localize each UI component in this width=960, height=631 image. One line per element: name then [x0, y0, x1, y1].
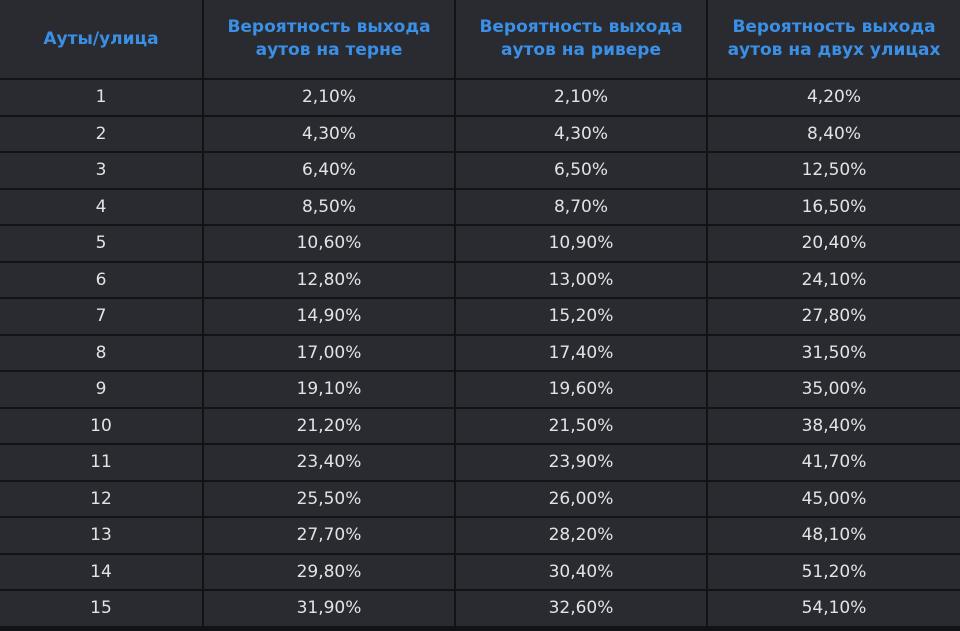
table-row: 12 25,50% 26,00% 45,00% — [0, 481, 960, 518]
two-streets-probability-cell: 27,80% — [708, 299, 960, 336]
header-outs-per-street: Ауты/улица — [0, 0, 204, 80]
two-streets-probability-cell: 35,00% — [708, 372, 960, 409]
table-row: 7 14,90% 15,20% 27,80% — [0, 299, 960, 336]
turn-probability-cell: 14,90% — [204, 299, 456, 336]
turn-probability-cell: 4,30% — [204, 116, 456, 153]
river-probability-cell: 26,00% — [456, 481, 708, 518]
turn-probability-cell: 8,50% — [204, 189, 456, 226]
header-text: аутов на ривере — [501, 40, 661, 60]
turn-probability-cell: 25,50% — [204, 481, 456, 518]
outs-cell: 10 — [0, 408, 204, 445]
river-probability-cell: 21,50% — [456, 408, 708, 445]
two-streets-probability-cell: 20,40% — [708, 226, 960, 263]
header-text: Ауты/улица — [43, 28, 159, 49]
header-text: Вероятность выхода — [227, 17, 431, 37]
header-two-streets-probability: Вероятность выхода аутов на двух улицах — [708, 0, 960, 80]
outs-cell: 5 — [0, 226, 204, 263]
outs-cell: 14 — [0, 554, 204, 591]
river-probability-cell: 32,60% — [456, 591, 708, 626]
turn-probability-cell: 23,40% — [204, 445, 456, 482]
two-streets-probability-cell: 54,10% — [708, 591, 960, 626]
header-text: Вероятность выхода — [732, 17, 936, 37]
header-river-probability: Вероятность выхода аутов на ривере — [456, 0, 708, 80]
two-streets-probability-cell: 8,40% — [708, 116, 960, 153]
turn-probability-cell: 2,10% — [204, 80, 456, 117]
two-streets-probability-cell: 16,50% — [708, 189, 960, 226]
two-streets-probability-cell: 12,50% — [708, 153, 960, 190]
two-streets-probability-cell: 31,50% — [708, 335, 960, 372]
outs-cell: 11 — [0, 445, 204, 482]
outs-cell: 12 — [0, 481, 204, 518]
turn-probability-cell: 10,60% — [204, 226, 456, 263]
turn-probability-cell: 27,70% — [204, 518, 456, 555]
river-probability-cell: 13,00% — [456, 262, 708, 299]
table-row: 2 4,30% 4,30% 8,40% — [0, 116, 960, 153]
outs-cell: 2 — [0, 116, 204, 153]
turn-probability-cell: 12,80% — [204, 262, 456, 299]
outs-cell: 13 — [0, 518, 204, 555]
outs-cell: 1 — [0, 80, 204, 117]
two-streets-probability-cell: 24,10% — [708, 262, 960, 299]
table-row: 6 12,80% 13,00% 24,10% — [0, 262, 960, 299]
table-row: 10 21,20% 21,50% 38,40% — [0, 408, 960, 445]
river-probability-cell: 6,50% — [456, 153, 708, 190]
table-row: 1 2,10% 2,10% 4,20% — [0, 80, 960, 117]
turn-probability-cell: 31,90% — [204, 591, 456, 626]
outs-cell: 9 — [0, 372, 204, 409]
table-row: 8 17,00% 17,40% 31,50% — [0, 335, 960, 372]
header-text: аутов на двух улицах — [727, 40, 941, 60]
header-turn-probability: Вероятность выхода аутов на терне — [204, 0, 456, 80]
two-streets-probability-cell: 38,40% — [708, 408, 960, 445]
turn-probability-cell: 6,40% — [204, 153, 456, 190]
table-row: 5 10,60% 10,90% 20,40% — [0, 226, 960, 263]
two-streets-probability-cell: 41,70% — [708, 445, 960, 482]
table-row: 9 19,10% 19,60% 35,00% — [0, 372, 960, 409]
table-row: 14 29,80% 30,40% 51,20% — [0, 554, 960, 591]
table-row: 15 31,90% 32,60% 54,10% — [0, 591, 960, 626]
river-probability-cell: 28,20% — [456, 518, 708, 555]
header-text: Вероятность выхода — [479, 17, 683, 37]
outs-cell: 7 — [0, 299, 204, 336]
turn-probability-cell: 17,00% — [204, 335, 456, 372]
two-streets-probability-cell: 51,20% — [708, 554, 960, 591]
two-streets-probability-cell: 48,10% — [708, 518, 960, 555]
turn-probability-cell: 19,10% — [204, 372, 456, 409]
table-row: 3 6,40% 6,50% 12,50% — [0, 153, 960, 190]
outs-cell: 4 — [0, 189, 204, 226]
river-probability-cell: 10,90% — [456, 226, 708, 263]
river-probability-cell: 15,20% — [456, 299, 708, 336]
table-row: 4 8,50% 8,70% 16,50% — [0, 189, 960, 226]
table-body: 1 2,10% 2,10% 4,20% 2 4,30% 4,30% 8,40% 3 6,40% 6,… — [0, 80, 960, 626]
outs-cell: 8 — [0, 335, 204, 372]
river-probability-cell: 19,60% — [456, 372, 708, 409]
river-probability-cell: 2,10% — [456, 80, 708, 117]
river-probability-cell: 8,70% — [456, 189, 708, 226]
river-probability-cell: 17,40% — [456, 335, 708, 372]
outs-cell: 15 — [0, 591, 204, 626]
river-probability-cell: 30,40% — [456, 554, 708, 591]
outs-cell: 6 — [0, 262, 204, 299]
two-streets-probability-cell: 4,20% — [708, 80, 960, 117]
river-probability-cell: 23,90% — [456, 445, 708, 482]
table-row: 13 27,70% 28,20% 48,10% — [0, 518, 960, 555]
two-streets-probability-cell: 45,00% — [708, 481, 960, 518]
turn-probability-cell: 21,20% — [204, 408, 456, 445]
header-row: Ауты/улица Вероятность выхода аутов на т… — [0, 0, 960, 80]
turn-probability-cell: 29,80% — [204, 554, 456, 591]
table-row: 11 23,40% 23,90% 41,70% — [0, 445, 960, 482]
river-probability-cell: 4,30% — [456, 116, 708, 153]
header-text: аутов на терне — [255, 40, 403, 60]
outs-cell: 3 — [0, 153, 204, 190]
